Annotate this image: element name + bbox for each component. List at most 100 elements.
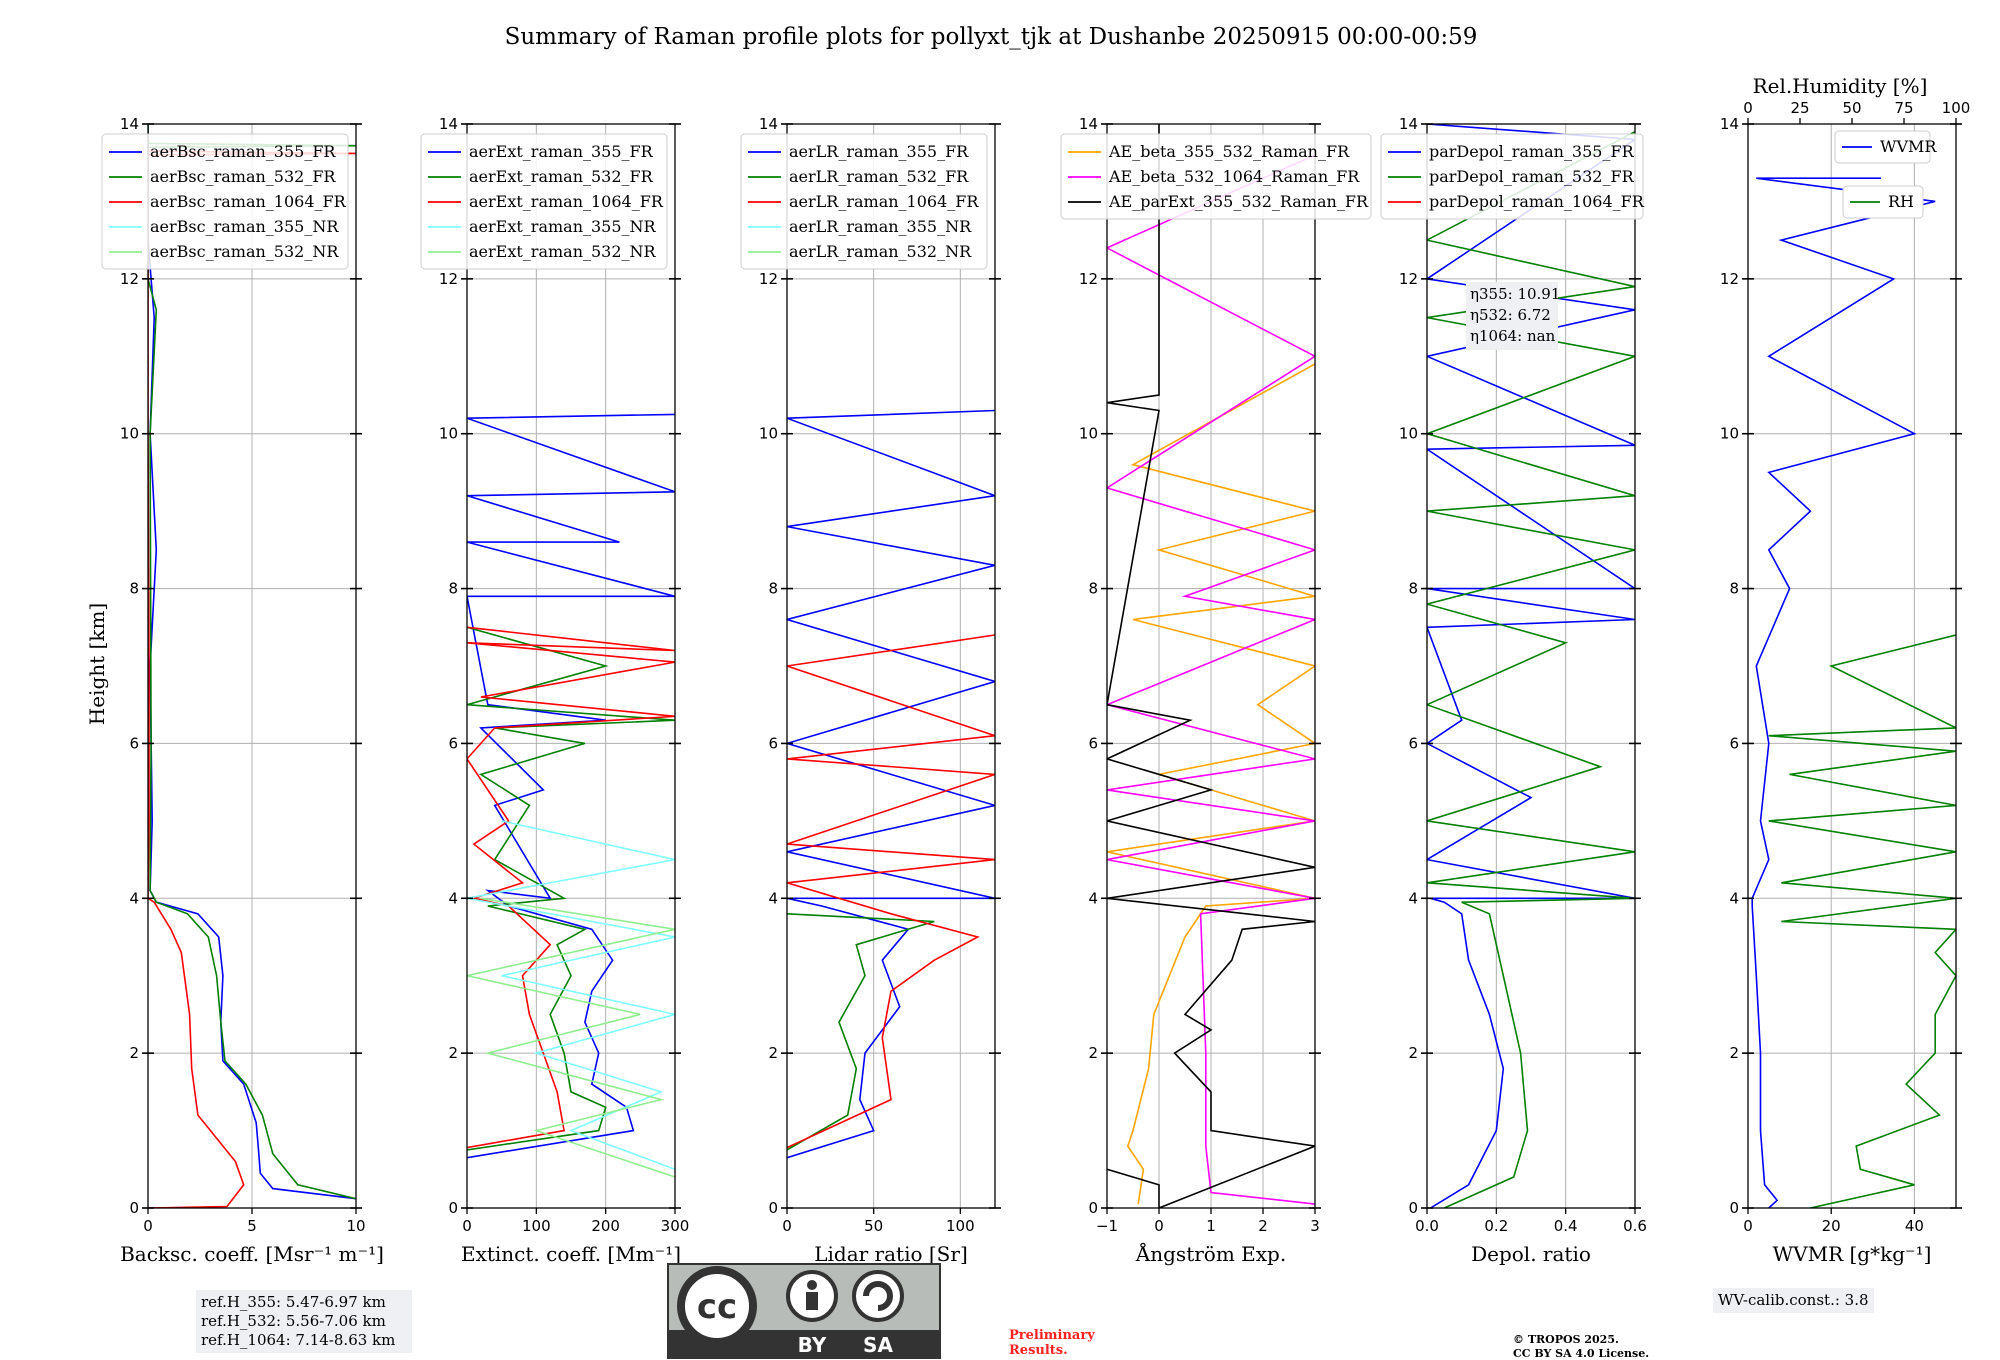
legend-entry: aerBsc_raman_532_NR bbox=[150, 242, 339, 261]
x-tick-label: 0.2 bbox=[1484, 1217, 1508, 1235]
x-tick-label: 40 bbox=[1905, 1217, 1924, 1235]
ref-height-355: ref.H_355: 5.47-6.97 km bbox=[201, 1293, 386, 1311]
sa-label: SA bbox=[863, 1333, 893, 1357]
y-tick-label: 0 bbox=[1088, 1199, 1098, 1217]
x-axis-label: Ångström Exp. bbox=[1135, 1241, 1286, 1266]
x-tick-label: 100 bbox=[946, 1217, 975, 1235]
copyright-line: © TROPOS 2025. bbox=[1513, 1333, 1619, 1346]
legend-entry: aerLR_raman_532_FR bbox=[789, 167, 969, 186]
by-label: BY bbox=[798, 1333, 827, 1357]
y-tick-label: 10 bbox=[1079, 425, 1098, 443]
y-tick-label: 12 bbox=[759, 270, 778, 288]
eta-annotation-box bbox=[1466, 282, 1558, 350]
x-axis-label: Backsc. coeff. [Msr⁻¹ m⁻¹] bbox=[120, 1242, 384, 1266]
y-tick-label: 8 bbox=[1088, 580, 1098, 598]
series-line-aerBsc_raman_355_FR bbox=[148, 124, 356, 1200]
legend-entry: aerLR_raman_532_NR bbox=[789, 242, 972, 261]
legend-entry: aerExt_raman_532_FR bbox=[469, 167, 654, 186]
plot-frame bbox=[786, 123, 996, 1209]
plot-frame bbox=[466, 123, 676, 1209]
y-tick-label: 8 bbox=[1729, 580, 1739, 598]
y-tick-label: 0 bbox=[768, 1199, 778, 1217]
y-tick-label: 10 bbox=[439, 425, 458, 443]
x-tick-label: 0 bbox=[143, 1217, 153, 1235]
legend-entry: aerExt_raman_1064_FR bbox=[469, 192, 664, 211]
y-tick-label: 6 bbox=[1408, 734, 1418, 752]
y-tick-label: 2 bbox=[768, 1044, 778, 1062]
legend-entry: parDepol_raman_1064_FR bbox=[1429, 192, 1645, 211]
legend-entry: aerBsc_raman_532_FR bbox=[150, 167, 336, 186]
legend-entry: WVMR bbox=[1880, 137, 1937, 156]
y-tick-label: 0 bbox=[1729, 1199, 1739, 1217]
rh-top-axis-label: Rel.Humidity [%] bbox=[1753, 74, 1928, 98]
x-tick-label: 0.0 bbox=[1415, 1217, 1439, 1235]
y-tick-label: 8 bbox=[129, 580, 139, 598]
x-axis-label: WVMR [g*kg⁻¹] bbox=[1773, 1242, 1932, 1266]
y-tick-label: 2 bbox=[1408, 1044, 1418, 1062]
legend-entry: AE_beta_532_1064_Raman_FR bbox=[1108, 167, 1360, 186]
y-tick-label: 14 bbox=[759, 115, 778, 133]
x-tick-label: 2 bbox=[1258, 1217, 1268, 1235]
legend-box bbox=[420, 133, 668, 270]
cc-circle-icon bbox=[677, 1266, 757, 1346]
series-line-aerExt_raman_355_FR bbox=[467, 413, 675, 1159]
legend-box bbox=[1380, 133, 1644, 220]
legend-entry: parDepol_raman_532_FR bbox=[1429, 167, 1635, 186]
legend-box bbox=[101, 133, 349, 270]
eta-annotation: η532: 6.72 bbox=[1470, 306, 1551, 324]
series-line-AE_beta_355_532_Raman_FR bbox=[1107, 363, 1315, 1205]
y-tick-label: 14 bbox=[1079, 115, 1098, 133]
series-line-aerLR_raman_355_FR bbox=[787, 409, 995, 1159]
x-tick-label: 0.6 bbox=[1623, 1217, 1647, 1235]
preliminary-label: Preliminary bbox=[1009, 1328, 1095, 1343]
x-tick-label: 3 bbox=[1310, 1217, 1320, 1235]
eta-annotation: η1064: nan bbox=[1470, 327, 1556, 345]
x-axis-label: Extinct. coeff. [Mm⁻¹] bbox=[461, 1242, 681, 1266]
y-tick-label: 6 bbox=[768, 734, 778, 752]
panel-backscatter: 0 2 4 6 8 10 12 14 0 5 10 Backsc. coeff. [Msr⁻¹ m⁻¹… bbox=[101, 115, 384, 1266]
top-x-tick-label: 75 bbox=[1894, 99, 1913, 117]
y-tick-label: 8 bbox=[768, 580, 778, 598]
series-line-AE_beta_532_1064_Raman_FR bbox=[1107, 154, 1315, 1205]
series-line-WVMR bbox=[1751, 177, 1936, 1208]
x-tick-label: 0 bbox=[782, 1217, 792, 1235]
y-tick-label: 10 bbox=[759, 425, 778, 443]
x-tick-label: 1 bbox=[1206, 1217, 1216, 1235]
top-x-tick-label: 50 bbox=[1842, 99, 1861, 117]
wv-calibration-constant: WV-calib.const.: 3.8 bbox=[1718, 1291, 1869, 1309]
x-tick-label: 200 bbox=[591, 1217, 620, 1235]
legend-entry: AE_parExt_355_532_Raman_FR bbox=[1108, 192, 1369, 211]
x-tick-label: 100 bbox=[522, 1217, 551, 1235]
y-tick-label: 4 bbox=[1729, 889, 1739, 907]
series-line-aerExt_raman_355_NR bbox=[467, 820, 675, 1171]
figure-title: Summary of Raman profile plots for polly… bbox=[505, 24, 1478, 50]
legend-entry: aerLR_raman_355_FR bbox=[789, 142, 969, 161]
y-tick-label: 0 bbox=[129, 1199, 139, 1217]
legend-box bbox=[740, 133, 988, 270]
series-line-aerExt_raman_532_FR bbox=[467, 626, 675, 1151]
cc-logo-text: cc bbox=[697, 1287, 737, 1327]
legend-box-rh bbox=[1842, 185, 1924, 219]
panel-lidar_ratio: 0 2 4 6 8 10 12 14 0 50 100 Lidar ratio [Sr] aerLR_r… bbox=[740, 115, 1001, 1266]
y-tick-label: 2 bbox=[1088, 1044, 1098, 1062]
share-alike-icon bbox=[852, 1270, 904, 1322]
x-tick-label: 5 bbox=[247, 1217, 257, 1235]
top-x-tick-label: 25 bbox=[1790, 99, 1809, 117]
y-tick-label: 4 bbox=[448, 889, 458, 907]
y-tick-label: 8 bbox=[448, 580, 458, 598]
y-tick-label: 12 bbox=[1079, 270, 1098, 288]
x-tick-label: 10 bbox=[346, 1217, 365, 1235]
x-tick-label: 300 bbox=[661, 1217, 690, 1235]
ref-height-532: ref.H_532: 5.56-7.06 km bbox=[201, 1312, 386, 1330]
series-line-aerLR_raman_1064_FR bbox=[787, 634, 995, 1149]
legend-entry: aerLR_raman_1064_FR bbox=[789, 192, 979, 211]
top-x-tick-label: 0 bbox=[1743, 99, 1753, 117]
x-axis-label: Depol. ratio bbox=[1471, 1242, 1591, 1266]
legend-box-wvmr bbox=[1834, 130, 1931, 164]
y-axis-label: Height [km] bbox=[85, 603, 109, 725]
y-tick-label: 4 bbox=[129, 889, 139, 907]
license-line: CC BY SA 4.0 License. bbox=[1513, 1347, 1649, 1360]
legend-entry: aerBsc_raman_355_NR bbox=[150, 217, 339, 236]
